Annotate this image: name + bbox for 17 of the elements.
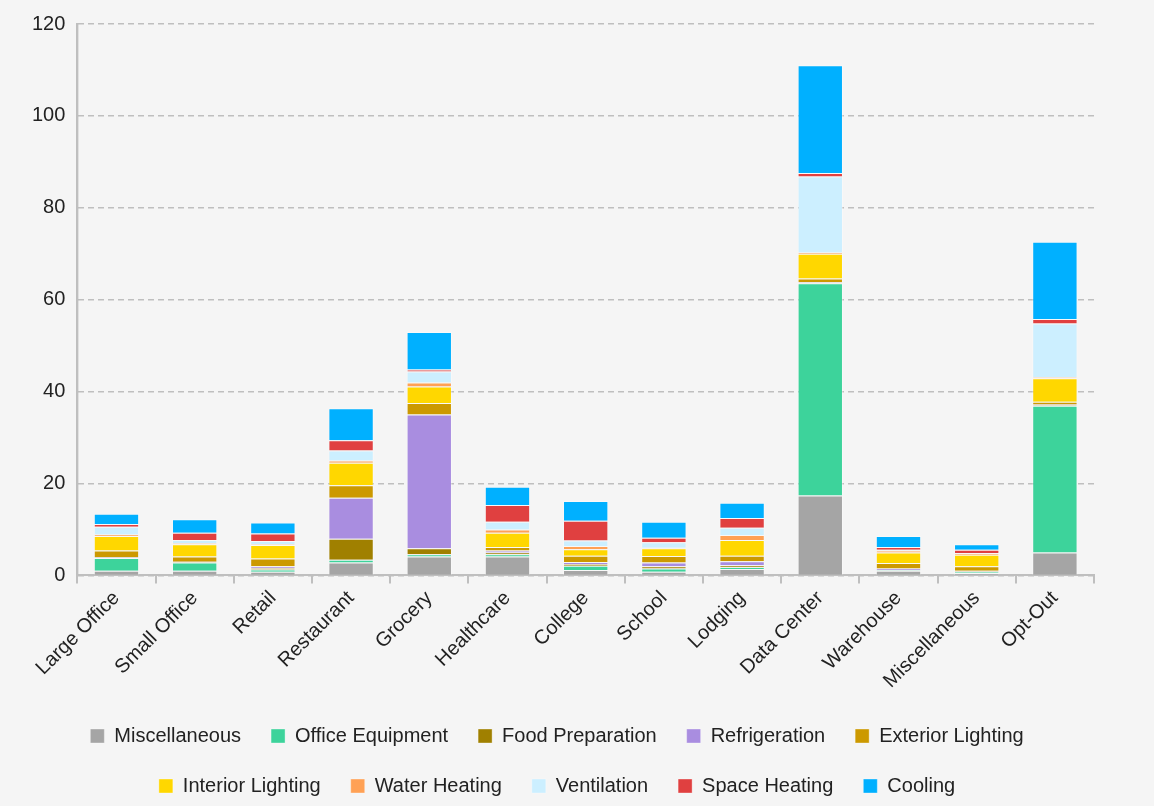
legend-label: Refrigeration [710,723,826,746]
legend-label: Office Equipment [295,723,449,746]
y-tick-label: 0 [54,562,66,585]
legend-label: Space Heating [702,773,834,796]
legend-label: Exterior Lighting [879,723,1024,746]
legend-label: Miscellaneous [114,723,242,746]
y-tick-label: 60 [43,287,66,310]
y-tick-label: 100 [31,103,66,126]
y-tick-label: 20 [43,471,66,494]
y-tick-label: 80 [43,195,66,218]
legend-label: Cooling [887,773,956,796]
legend-label: Water Heating [374,773,502,796]
legend-label: Interior Lighting [182,773,321,796]
legend-label: Ventilation [555,773,649,796]
y-tick-label: 120 [31,11,66,34]
legend-label: Food Preparation [502,723,657,746]
y-tick-label: 40 [43,379,66,402]
